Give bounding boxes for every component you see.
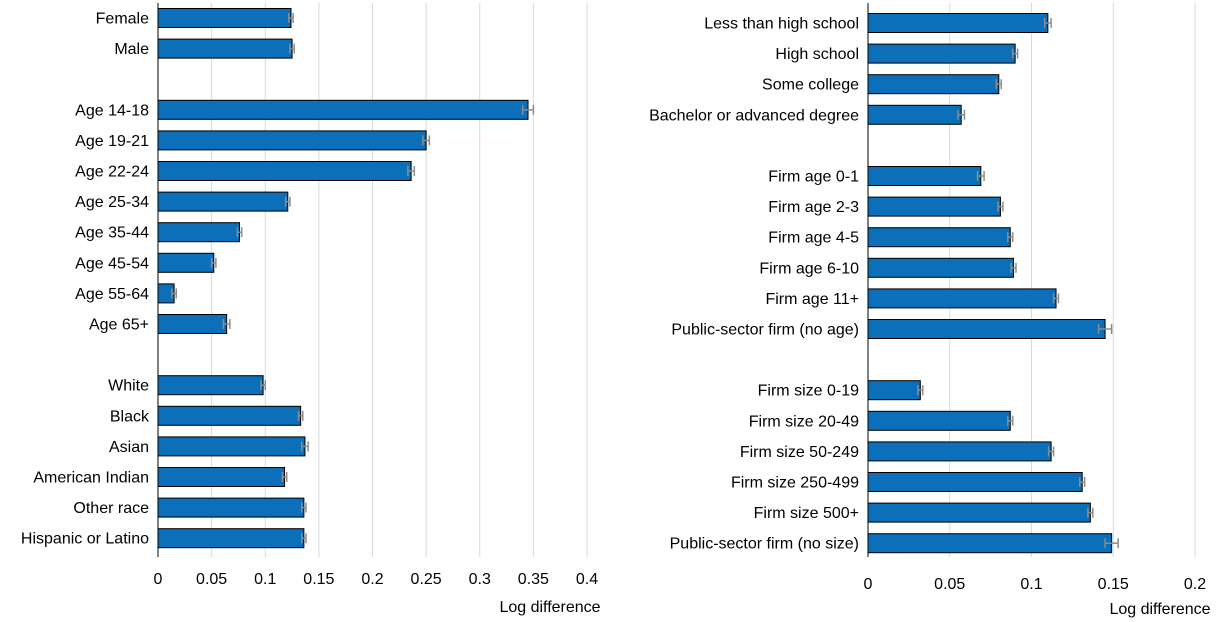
category-label: Bachelor or advanced degree xyxy=(649,107,859,124)
chart-panel-2: 0 0.05 0.1 0.15 0.2 Less than high school High… xyxy=(649,3,1211,618)
bar xyxy=(867,257,1015,278)
category-label: American Indian xyxy=(33,470,149,487)
bar xyxy=(867,227,1011,248)
category-label: Age 35-44 xyxy=(75,225,149,242)
category-label: Firm size 500+ xyxy=(754,505,859,522)
category-label: Age 22-24 xyxy=(75,164,149,181)
category-label: Firm size 50-249 xyxy=(740,444,859,461)
category-label: Black xyxy=(110,408,150,425)
x-tick-label: 0.2 xyxy=(361,571,383,588)
bar xyxy=(867,410,1011,431)
x-tick-label: 0.4 xyxy=(576,571,598,588)
category-label: Age 19-21 xyxy=(75,133,149,150)
bar xyxy=(157,130,427,151)
bar xyxy=(157,38,293,59)
category-label: Firm size 20-49 xyxy=(749,413,859,430)
bar xyxy=(157,436,306,457)
bar xyxy=(867,472,1083,492)
category-label: Less than high school xyxy=(704,16,859,33)
category-label: Firm size 250-499 xyxy=(731,475,859,492)
bar xyxy=(867,104,962,125)
bar xyxy=(867,319,1106,339)
category-label: Age 14-18 xyxy=(75,102,149,119)
category-label: Firm age 4-5 xyxy=(768,230,859,247)
bar xyxy=(867,533,1113,554)
x-axis-title: Log difference xyxy=(499,599,600,616)
bar xyxy=(157,497,305,518)
bar xyxy=(157,405,302,426)
bar xyxy=(157,8,292,28)
category-label: Female xyxy=(96,11,149,28)
bar xyxy=(867,380,921,401)
category-label: Public-sector firm (no age) xyxy=(671,322,859,339)
category-label: Age 25-34 xyxy=(75,194,149,211)
category-label: Age 65+ xyxy=(89,317,149,334)
bar xyxy=(157,99,529,120)
x-tick-label: 0.1 xyxy=(254,571,276,588)
category-label: Male xyxy=(114,41,149,58)
category-label: Firm age 6-10 xyxy=(759,260,859,277)
category-label: Some college xyxy=(762,77,859,94)
chart-panel-1: 0 0.05 0.1 0.15 0.2 0.25 0.3 0.35 0.4 Female Male A… xyxy=(21,3,601,616)
x-tick-label: 0.2 xyxy=(1184,576,1206,593)
category-label: Age 45-54 xyxy=(75,255,149,272)
bar xyxy=(867,166,982,186)
bar xyxy=(157,528,305,549)
category-label: Firm age 0-1 xyxy=(768,169,859,186)
category-label: Other race xyxy=(73,500,149,517)
bar xyxy=(157,314,228,334)
bar xyxy=(867,13,1049,33)
bar xyxy=(157,161,412,181)
x-axis-title: Log difference xyxy=(1109,601,1210,618)
category-label: Age 55-64 xyxy=(75,286,149,303)
x-tick-label: 0.1 xyxy=(1020,576,1042,593)
bar xyxy=(157,222,241,243)
bar xyxy=(157,467,286,487)
category-label: Firm age 11+ xyxy=(765,291,859,308)
category-label: Asian xyxy=(109,439,149,456)
category-label: Public-sector firm (no size) xyxy=(670,536,859,553)
bar xyxy=(867,288,1057,309)
x-tick-label: 0.3 xyxy=(469,571,491,588)
x-tick-label: 0.25 xyxy=(411,571,442,588)
x-tick-label: 0 xyxy=(154,571,163,588)
x-tick-label: 0.05 xyxy=(196,571,227,588)
category-label: Firm size 0-19 xyxy=(758,383,859,400)
bar xyxy=(157,191,289,212)
bar xyxy=(867,502,1091,523)
bar xyxy=(867,74,1000,95)
bar xyxy=(157,375,264,396)
x-tick-label: 0.15 xyxy=(1098,576,1129,593)
bar xyxy=(867,196,1001,217)
category-label: White xyxy=(108,378,149,395)
bar xyxy=(867,441,1052,462)
category-label: Hispanic or Latino xyxy=(21,531,149,548)
category-label: Firm age 2-3 xyxy=(768,199,859,216)
category-label: High school xyxy=(775,46,859,63)
bar xyxy=(867,43,1016,64)
x-tick-label: 0 xyxy=(864,576,873,593)
bar xyxy=(157,252,215,273)
x-tick-label: 0.15 xyxy=(303,571,334,588)
x-tick-label: 0.05 xyxy=(934,576,965,593)
x-tick-label: 0.35 xyxy=(518,571,549,588)
